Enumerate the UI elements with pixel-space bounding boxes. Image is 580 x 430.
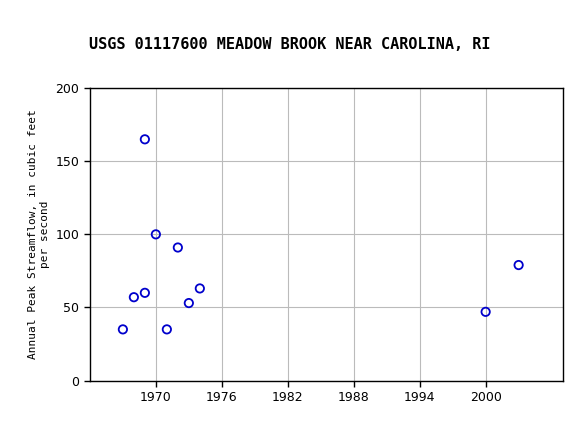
Point	[140, 136, 150, 143]
Text: USGS 01117600 MEADOW BROOK NEAR CAROLINA, RI: USGS 01117600 MEADOW BROOK NEAR CAROLINA…	[89, 37, 491, 52]
Point	[151, 231, 161, 238]
Point	[514, 261, 523, 268]
Point	[173, 244, 183, 251]
Point	[184, 300, 194, 307]
Point	[481, 308, 490, 315]
Text: ≡: ≡	[3, 6, 18, 30]
Point	[162, 326, 172, 333]
Point	[118, 326, 128, 333]
Text: USGS: USGS	[30, 9, 74, 27]
Y-axis label: Annual Peak Streamflow, in cubic feet
per second: Annual Peak Streamflow, in cubic feet pe…	[28, 110, 50, 359]
Point	[140, 289, 150, 296]
Point	[129, 294, 139, 301]
Point	[195, 285, 205, 292]
